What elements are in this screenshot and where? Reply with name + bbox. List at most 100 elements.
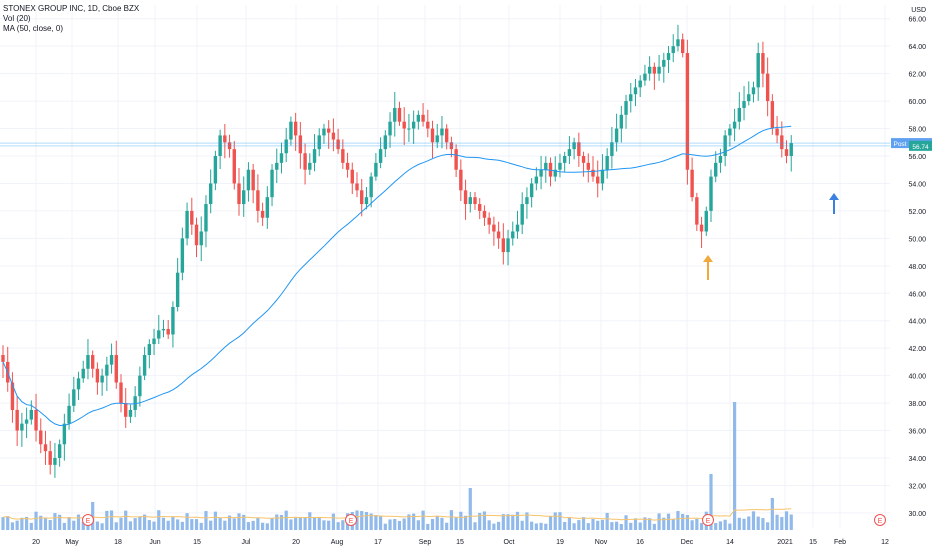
volume-bar [232, 518, 236, 530]
volume-bar [48, 520, 52, 530]
earnings-marker [345, 514, 357, 526]
candle-body [284, 139, 288, 154]
candle-body [605, 155, 609, 170]
volume-bar [39, 515, 43, 530]
earnings-marker [82, 514, 94, 526]
volume-bar [421, 510, 425, 530]
volume-bar [10, 522, 15, 530]
y-tick-label: 46.00 [908, 291, 926, 298]
volume-bar [364, 511, 369, 530]
candle-body [270, 169, 274, 198]
candle-body [732, 121, 737, 129]
volume-bar [482, 511, 487, 530]
volume-bar [652, 523, 656, 530]
candle-body [407, 128, 411, 130]
candle-body [138, 375, 142, 397]
candle-body [232, 149, 236, 184]
x-tick-label: Aug [331, 539, 344, 546]
symbol-title[interactable]: STONEX GROUP INC, 1D, Cboe BZX [3, 4, 140, 13]
volume-bar [747, 516, 751, 530]
candle-body [190, 210, 194, 225]
volume-bar [459, 511, 463, 530]
y-tick-label: 38.00 [908, 401, 926, 408]
candle-body [194, 224, 199, 246]
volume-bar [714, 523, 718, 530]
y-tick-label: 30.00 [908, 511, 926, 518]
candle-body [444, 128, 449, 143]
candle-body [355, 183, 359, 191]
candle-body [53, 457, 57, 465]
volume-bar [784, 511, 789, 530]
volume-bar [563, 521, 567, 530]
volume-bar [577, 520, 581, 530]
candle-body [680, 39, 685, 54]
volume-bar [161, 517, 166, 530]
volume-bar [445, 522, 449, 530]
candle-body [175, 272, 180, 307]
candle-body [303, 153, 307, 170]
chart-legend: STONEX GROUP INC, 1D, Cboe BZX Vol (20) … [3, 4, 139, 34]
candle-body [336, 139, 340, 150]
ma-indicator-label[interactable]: MA (50, close, 0) [3, 24, 64, 33]
candle-body [709, 176, 713, 211]
volume-bar [539, 522, 543, 530]
volume-bar [780, 517, 784, 530]
candle-body [492, 224, 496, 232]
volume-bar [388, 519, 392, 530]
candle-body [374, 162, 378, 177]
volume-bar [402, 518, 406, 530]
candle-body [662, 59, 666, 67]
volume-bar [20, 517, 24, 530]
volume-bar [515, 511, 520, 530]
candle-body [591, 169, 595, 177]
volume-bar [501, 514, 505, 530]
volume-bar [194, 519, 199, 530]
y-tick-label: 66.00 [908, 17, 926, 24]
candle-body [638, 80, 642, 88]
candle-body [341, 149, 345, 163]
candle-body [506, 238, 510, 253]
x-tick-label: Dec [681, 539, 694, 546]
volume-bar [473, 522, 477, 530]
volume-bar [62, 522, 66, 530]
candle-body [558, 162, 562, 170]
volume-bar [440, 517, 444, 530]
volume-bar [534, 523, 538, 530]
volume-bar [690, 520, 694, 530]
volume-bar [294, 517, 298, 530]
candle-body [473, 197, 477, 205]
y-tick-label: 40.00 [908, 374, 926, 381]
volume-bar [341, 520, 345, 530]
volume-bar [770, 498, 774, 530]
y-tick-label: 36.00 [908, 429, 926, 436]
volume-bar [709, 474, 713, 530]
volume-bar [761, 518, 765, 530]
candle-body [76, 378, 81, 390]
candle-body [784, 149, 789, 156]
volume-bar [374, 515, 378, 530]
volume-bar [213, 511, 217, 530]
candle-body [345, 162, 350, 170]
candle-body [562, 155, 567, 163]
volume-bar [775, 514, 779, 530]
volume-bar [246, 522, 251, 530]
candle-body [237, 183, 241, 205]
volume-indicator-label[interactable]: Vol (20) [3, 14, 31, 23]
candle-body [100, 375, 104, 383]
volume-bar [685, 515, 689, 530]
volume-bar [199, 522, 203, 530]
volume-bar [275, 514, 279, 530]
candle-body [534, 176, 539, 184]
candle-body [723, 135, 727, 156]
volume-bar [204, 511, 208, 530]
volume-bar [699, 522, 704, 530]
volume-bar [29, 522, 33, 530]
candle-body [378, 149, 383, 163]
volume-bar [180, 521, 184, 530]
x-tick-label: Feb [834, 539, 846, 546]
volume-bar [449, 510, 453, 530]
candle-body [430, 128, 435, 143]
volume-bar [544, 523, 548, 530]
